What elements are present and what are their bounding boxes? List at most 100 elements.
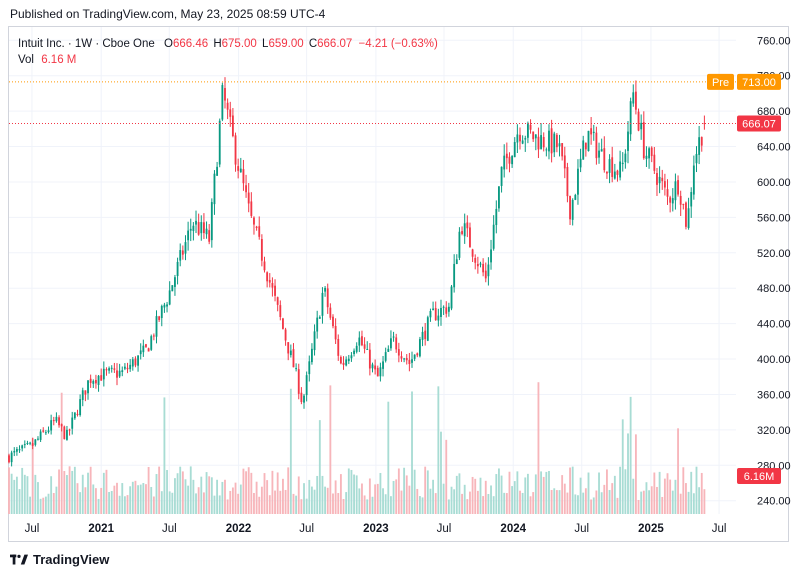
x-tick-label: 2025: [638, 523, 664, 535]
candle-body: [247, 192, 250, 204]
volume-bar: [566, 492, 569, 514]
volume-bar: [395, 479, 398, 514]
candle-body: [690, 192, 693, 207]
volume-bar: [116, 482, 118, 514]
pre-market-tag: Pre: [712, 77, 729, 89]
volume-bar: [640, 491, 643, 514]
volume-bar: [168, 491, 171, 514]
candle-body: [566, 166, 569, 197]
candle-body: [532, 131, 535, 140]
y-axis[interactable]: 760.00720.00680.00640.00600.00560.00520.…: [757, 35, 791, 507]
candle-body: [121, 370, 124, 372]
candle-body: [47, 430, 50, 433]
legend-open-value: 666.46: [172, 38, 209, 50]
candle-body: [645, 155, 648, 159]
volume-bar: [503, 492, 506, 514]
candle-body: [411, 359, 413, 363]
volume-bar: [295, 495, 298, 514]
y-tick-label: 760.00: [757, 35, 791, 47]
volume-bar: [250, 472, 253, 514]
tradingview-logo[interactable]: TradingView: [10, 552, 109, 567]
volume-bar: [166, 470, 168, 514]
volume-bar: [561, 475, 564, 514]
candle-body: [229, 109, 232, 117]
volume-bar: [158, 466, 161, 514]
volume-bar: [110, 490, 113, 514]
candle-body: [226, 102, 229, 110]
x-axis[interactable]: Jul 2021 Jul 2022 Jul 2023 Jul 2024 Jul 2025 Jul: [25, 523, 727, 535]
volume-bar: [39, 498, 42, 514]
volume-bar: [495, 474, 498, 514]
volume-bar: [511, 486, 514, 514]
candle-body: [150, 336, 153, 350]
candle-body: [231, 115, 234, 137]
candle-body: [110, 367, 113, 369]
volume-bar: [274, 490, 276, 514]
volume-bar: [608, 490, 611, 514]
candle-body: [39, 431, 42, 440]
volume-bar: [18, 489, 21, 514]
candle-body: [89, 378, 92, 383]
volume-bar: [8, 467, 10, 514]
candle-body: [534, 134, 537, 139]
volume-bar: [421, 497, 424, 514]
volume-bar: [76, 483, 79, 514]
volume-bar: [160, 491, 163, 514]
volume-bar: [450, 486, 453, 514]
candle-body: [276, 297, 279, 305]
x-tick-label: 2024: [500, 523, 526, 535]
candle-body: [524, 138, 527, 140]
volume-bar: [516, 471, 519, 514]
volume-bar: [108, 491, 111, 514]
candle-body: [503, 155, 506, 170]
volume-bar: [387, 401, 390, 514]
volume-bar: [287, 467, 290, 514]
volume-bar: [121, 483, 124, 514]
volume-bar: [577, 495, 579, 514]
candle-body: [584, 142, 587, 150]
volume-bar: [342, 499, 345, 514]
volume-bar: [550, 489, 553, 514]
candle-body: [63, 426, 66, 440]
candle-body: [487, 264, 490, 277]
x-tick-label: Jul: [712, 523, 727, 535]
volume-bar: [150, 486, 153, 514]
volume-bar: [545, 471, 548, 514]
candle-body: [495, 208, 498, 226]
candle-body: [202, 222, 205, 234]
candle-body: [569, 195, 571, 220]
volume-bar: [505, 493, 508, 514]
volume-bar: [677, 428, 679, 514]
volume-bar: [563, 483, 566, 514]
candle-body: [295, 368, 298, 370]
candle-body: [587, 130, 590, 152]
volume-bar: [653, 472, 656, 514]
candle-body: [79, 399, 82, 416]
chart-legend[interactable]: Intuit Inc. · 1W · Cboe One O666.46 H675…: [18, 36, 438, 68]
volume-bar: [242, 468, 245, 514]
volume-bar: [469, 491, 471, 514]
candle-body: [332, 316, 334, 327]
candle-body: [595, 132, 598, 159]
volume-bar: [276, 472, 279, 514]
candle-body: [440, 307, 442, 317]
candle-body: [268, 279, 271, 283]
candle-body: [21, 445, 24, 449]
volume-bar: [584, 488, 587, 514]
candle-body: [116, 370, 118, 378]
chart-frame[interactable]: [8, 26, 789, 542]
candle-body: [476, 263, 479, 267]
candle-body: [408, 359, 411, 365]
volume-tag-bg: [737, 468, 781, 484]
candle-body: [363, 344, 366, 349]
volume-bar: [253, 492, 255, 514]
candle-body: [703, 123, 706, 125]
volume-bar: [37, 482, 39, 514]
volume-bar: [569, 467, 571, 514]
candle-body: [537, 136, 540, 150]
volume-bar: [326, 487, 329, 514]
candle-body: [15, 449, 18, 452]
candle-body: [661, 177, 664, 182]
candle-body: [371, 364, 374, 369]
